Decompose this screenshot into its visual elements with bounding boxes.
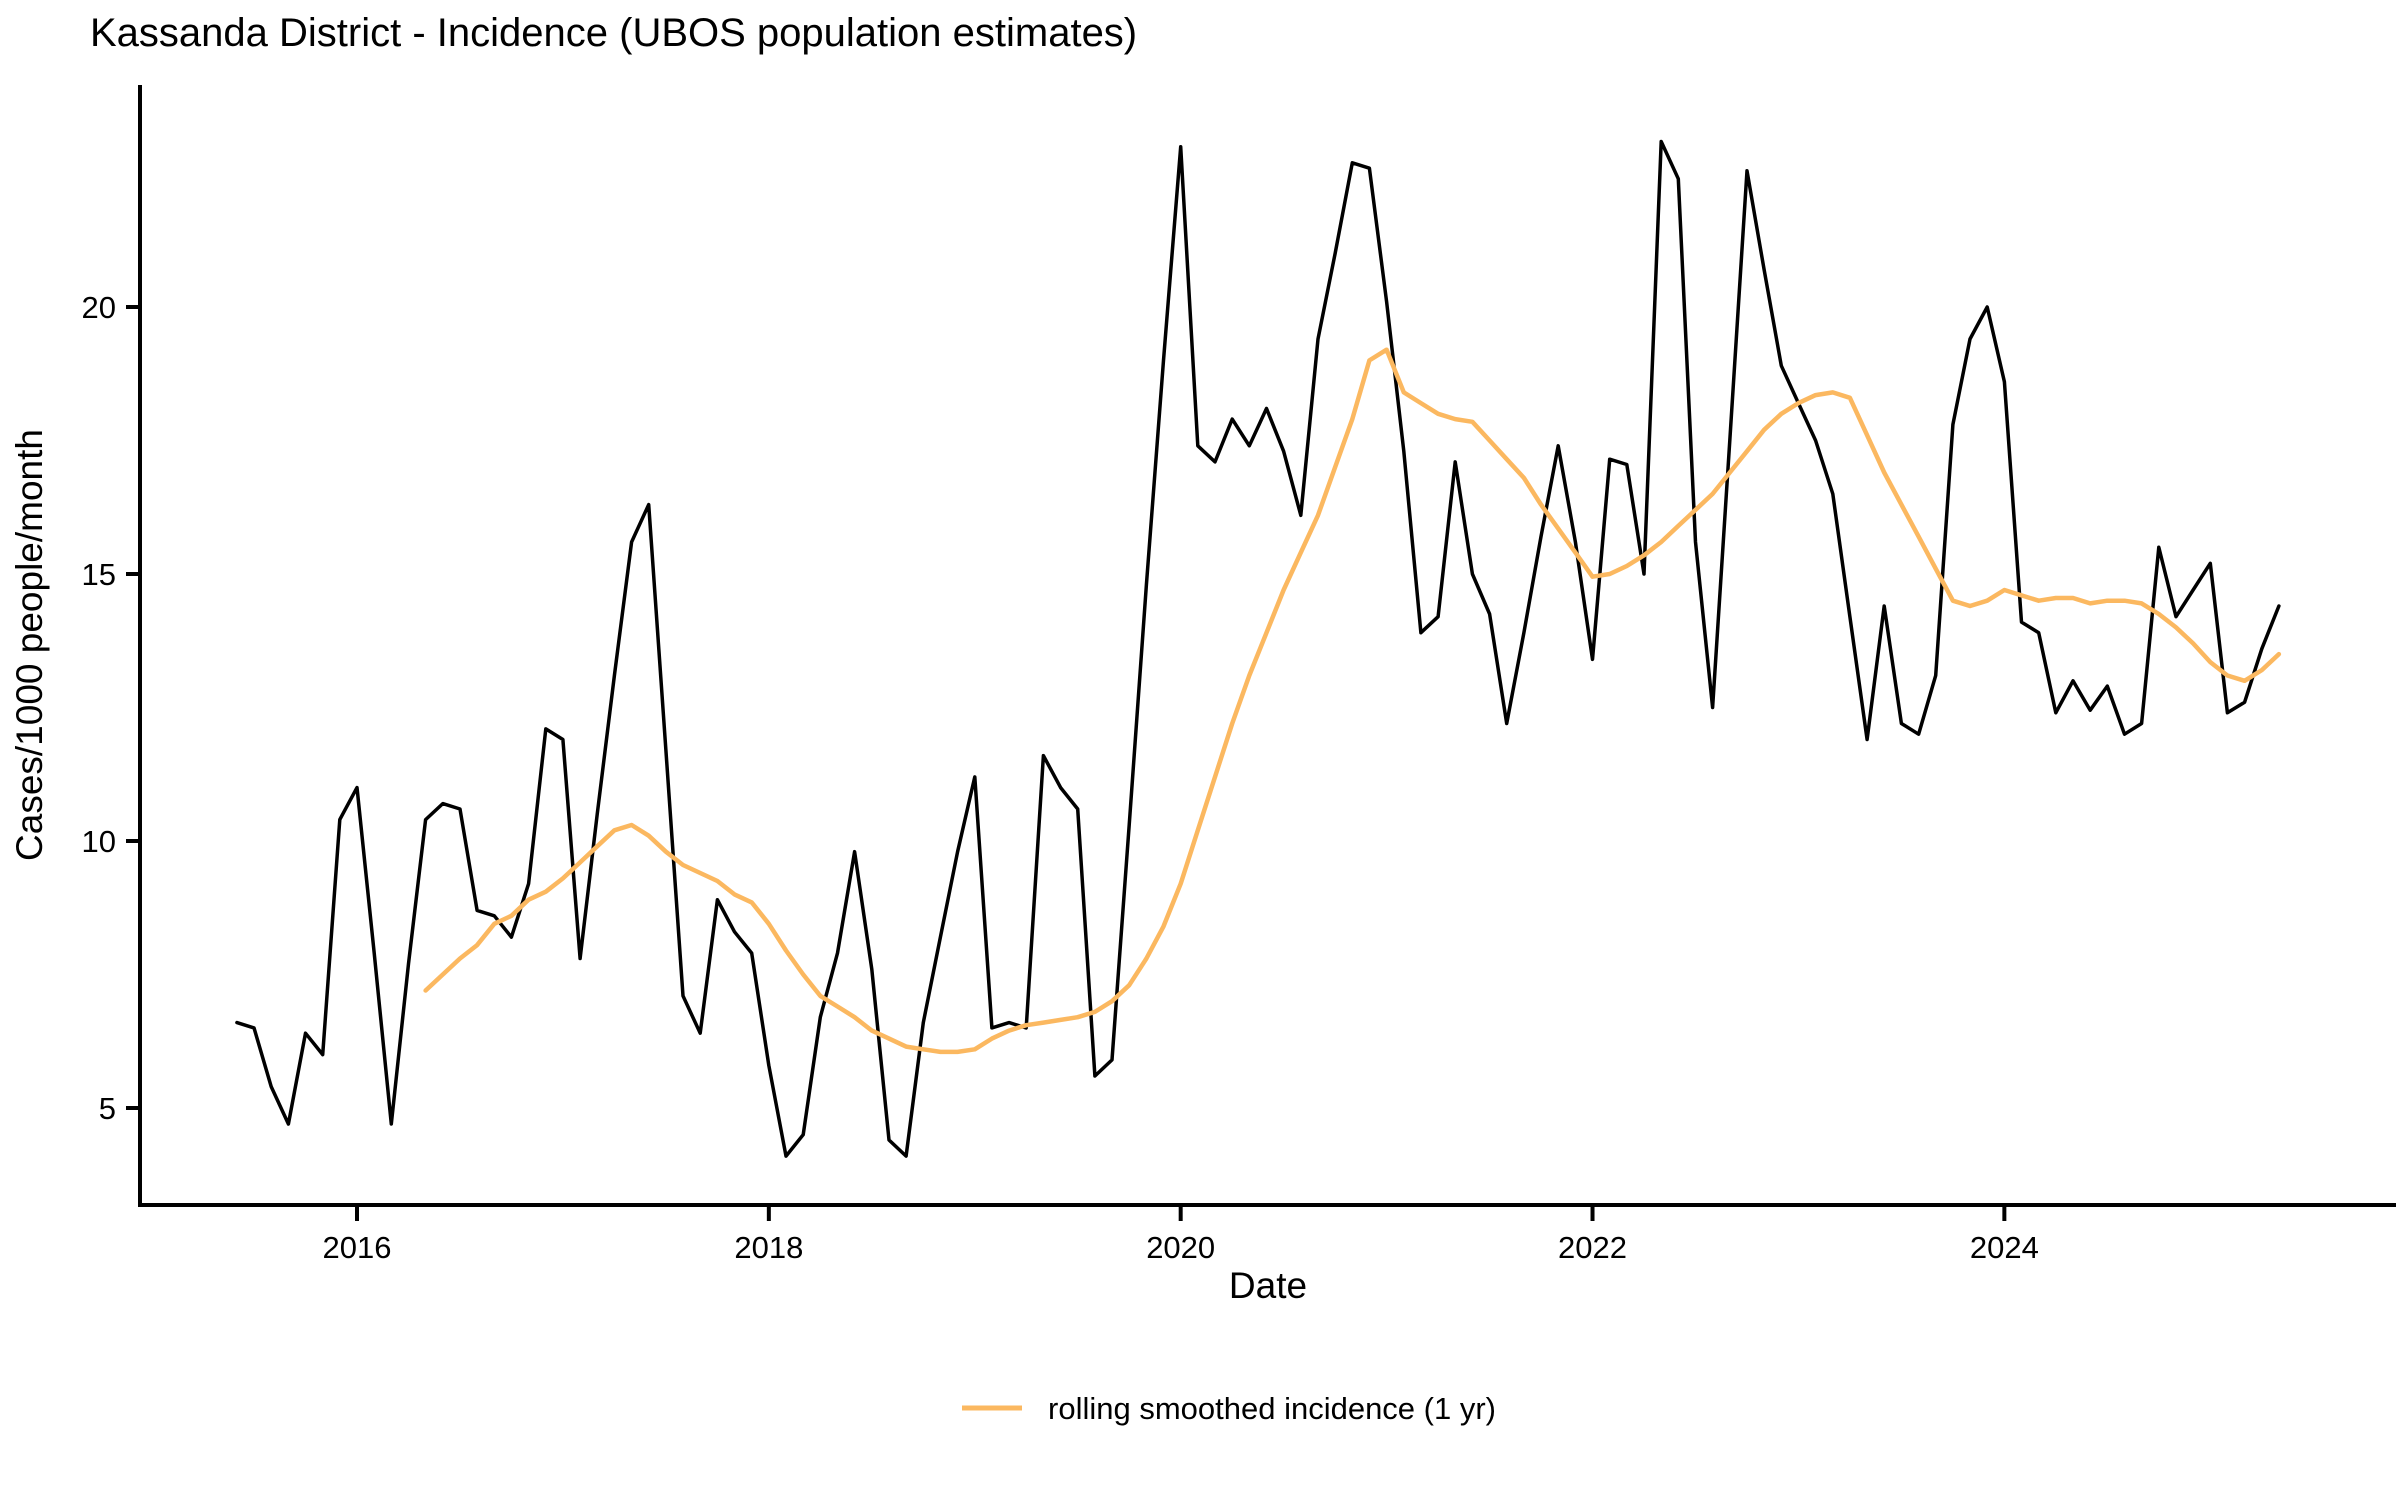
x-tick-label: 2022 (1558, 1230, 1627, 1265)
chart-title: Kassanda District - Incidence (UBOS popu… (90, 11, 1137, 55)
plot-series (235, 139, 2282, 1158)
legend: rolling smoothed incidence (1 yr) (962, 1391, 1496, 1426)
y-axis-ticks: 5 10 15 20 (82, 290, 140, 1126)
y-tick-label: 5 (99, 1091, 116, 1126)
x-axis-ticks: 2016 2018 2020 2022 2024 (323, 1205, 2039, 1265)
series-rolling-smoothed-incidence-1-yr- (423, 347, 2282, 1055)
y-tick-label: 20 (82, 290, 116, 325)
axes: 5 10 15 20 2016 2018 2020 2022 2024 (82, 85, 2396, 1265)
y-tick-label: 15 (82, 557, 116, 592)
x-axis-title: Date (1229, 1265, 1307, 1306)
legend-label: rolling smoothed incidence (1 yr) (1048, 1391, 1496, 1426)
y-tick-label: 10 (82, 824, 116, 859)
x-tick-label: 2018 (734, 1230, 803, 1265)
series-monthly-incidence (235, 139, 2281, 1158)
x-tick-label: 2024 (1970, 1230, 2039, 1265)
x-tick-label: 2016 (323, 1230, 392, 1265)
x-tick-label: 2020 (1146, 1230, 1215, 1265)
y-axis-title: Cases/1000 people/month (9, 429, 50, 861)
